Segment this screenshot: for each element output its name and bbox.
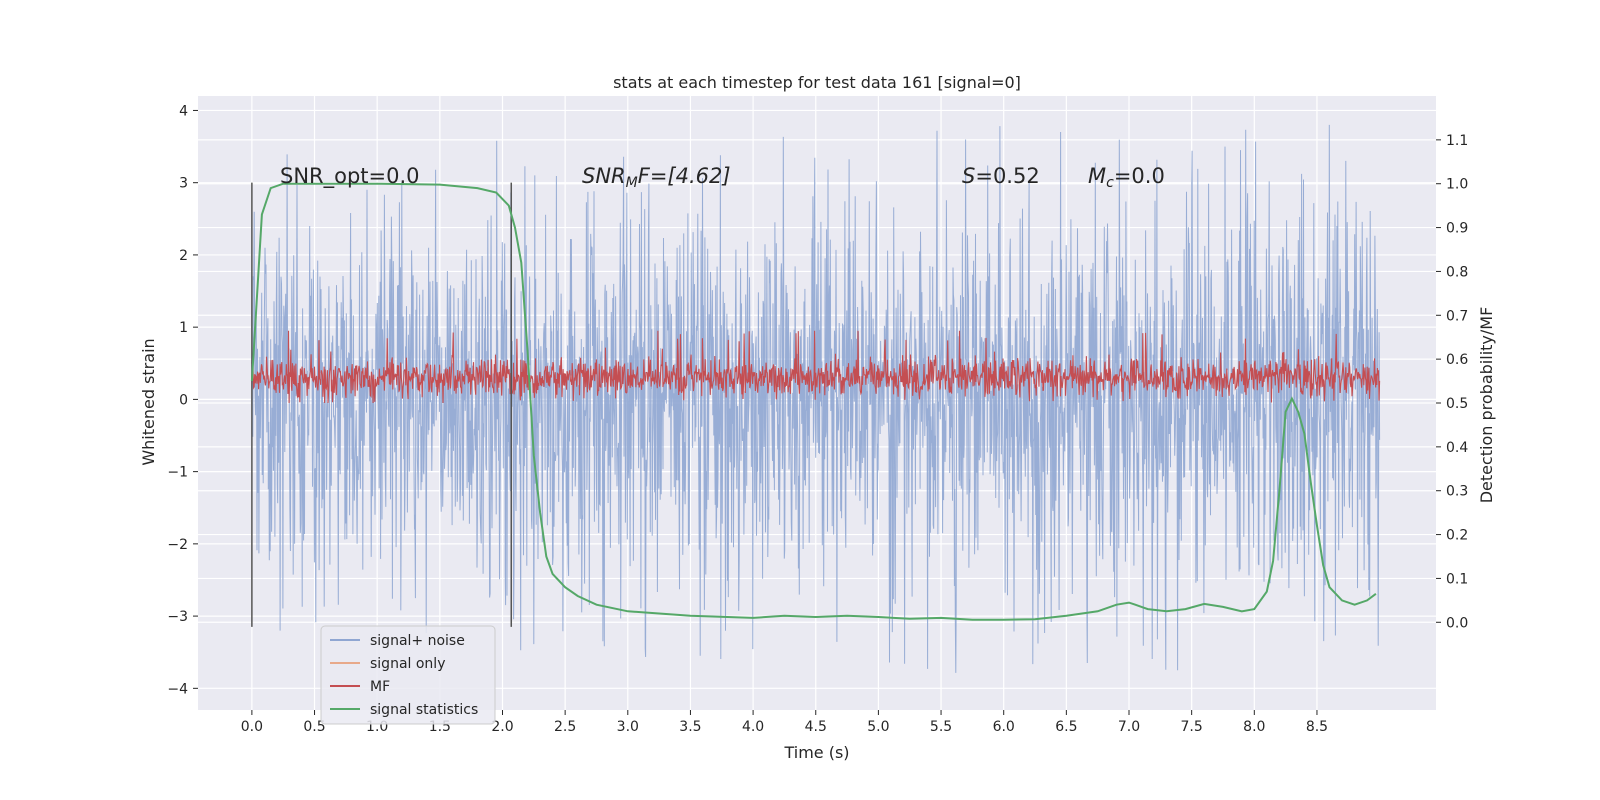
- y-tick-label: 3: [179, 176, 188, 192]
- legend-label-signal-statistics: signal statistics: [370, 702, 478, 718]
- x-tick-label: 7.0: [1118, 719, 1140, 735]
- vertical-markers: [251, 182, 513, 627]
- x-tick-label: 5.5: [930, 719, 952, 735]
- x-tick-label: 8.5: [1306, 719, 1328, 735]
- y-tick-label: −2: [167, 537, 188, 553]
- x-tick-label: 5.0: [867, 719, 889, 735]
- y-tick-label: −4: [167, 681, 188, 697]
- y-tick-label: 0: [179, 392, 188, 408]
- y-axis-label: Whitened strain: [139, 338, 158, 465]
- legend-box: [320, 625, 496, 725]
- annotation-snr-mf: SNRMF=[4.62]: [582, 164, 731, 191]
- y2-tick-label: 0.6: [1446, 352, 1468, 368]
- y-tick-label: −1: [167, 465, 188, 481]
- mf-line: [251, 330, 1381, 404]
- y2-tick-label: 0.5: [1446, 396, 1468, 412]
- y2-tick-label: 0.7: [1446, 308, 1468, 324]
- y2-tick-label: 1.0: [1446, 177, 1468, 193]
- x-tick-label: 6.0: [993, 719, 1015, 735]
- x-tick-label: 0.5: [303, 719, 325, 735]
- x-tick-label: 3.0: [617, 719, 639, 735]
- x-tick-label: 4.0: [742, 719, 764, 735]
- x-tick-label: 0.0: [241, 719, 263, 735]
- signal-statistics-line: [250, 182, 1377, 621]
- signal-noise-series: [251, 124, 1381, 673]
- y2-tick-label: 0.2: [1446, 528, 1468, 544]
- mf-series: [251, 330, 1381, 404]
- y2-tick-label: 0.4: [1446, 440, 1468, 456]
- y2-tick-label: 0.9: [1446, 221, 1468, 237]
- x-tick-label: 6.5: [1055, 719, 1077, 735]
- y-axis-ticks: −4 −3 −2 −1 0 1 2 3 4: [167, 103, 198, 697]
- annotation-s: S=0.52: [962, 164, 1040, 188]
- legend-label-signal-noise: signal+ noise: [370, 633, 465, 649]
- annotation-mc: Mc=0.0: [1088, 164, 1165, 191]
- annotation-snr-opt: SNR_opt=0.0: [280, 164, 420, 189]
- legend-label-mf: MF: [370, 679, 390, 695]
- x-tick-label: 8.0: [1243, 719, 1265, 735]
- x-tick-label: 4.5: [805, 719, 827, 735]
- y2-tick-label: 0.0: [1446, 615, 1468, 631]
- y2-axis-label: Detection probability/MF: [1477, 307, 1496, 504]
- y-tick-label: 1: [179, 320, 188, 336]
- y2-tick-label: 0.1: [1446, 571, 1468, 587]
- legend-label-signal-only: signal only: [370, 656, 445, 672]
- legend: signal+ noise signal only MF signal stat…: [320, 625, 496, 725]
- x-axis-label: Time (s): [783, 743, 849, 762]
- y2-tick-label: 0.8: [1446, 264, 1468, 280]
- x-tick-label: 3.5: [679, 719, 701, 735]
- chart-title: stats at each timestep for test data 161…: [613, 73, 1021, 92]
- x-tick-label: 7.5: [1181, 719, 1203, 735]
- y2-tick-label: 1.1: [1446, 133, 1468, 149]
- y-tick-label: −3: [167, 609, 188, 625]
- x-tick-label: 2.5: [554, 719, 576, 735]
- y-tick-label: 4: [179, 103, 188, 119]
- y2-axis-ticks: 0.0 0.1 0.2 0.3 0.4 0.5 0.6 0.7 0.8 0.9 1.0 1.1: [1436, 133, 1468, 631]
- x-axis-ticks: 0.0 0.5 1.0 1.5 2.0 2.5 3.0 3.5 4.0 4.5 5.0 5.5 6.0 6…: [241, 710, 1328, 735]
- x-tick-label: 2.0: [491, 719, 513, 735]
- y2-tick-label: 0.3: [1446, 484, 1468, 500]
- y-tick-label: 2: [179, 248, 188, 264]
- signal-noise-line: [251, 124, 1381, 673]
